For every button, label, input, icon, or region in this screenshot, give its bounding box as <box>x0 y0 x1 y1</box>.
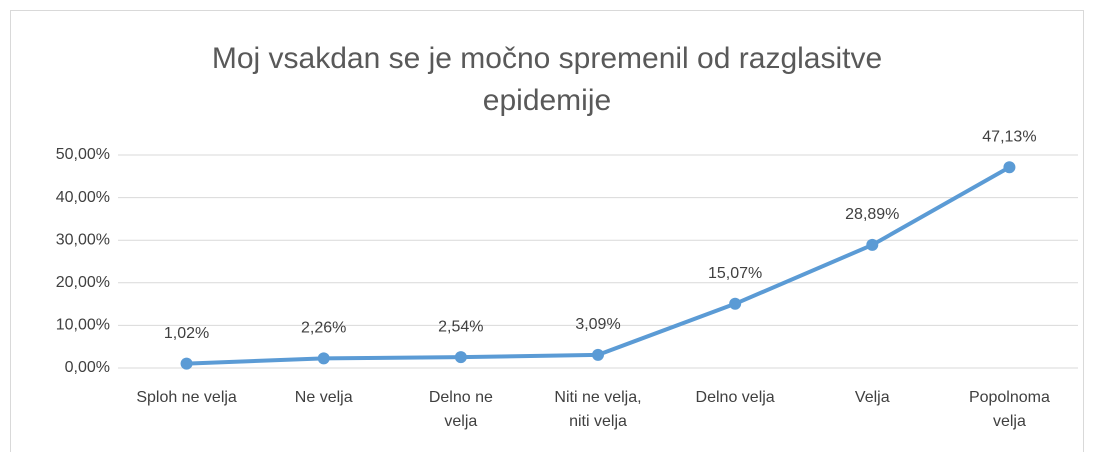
data-point <box>729 297 742 310</box>
x-tick-label: Velja <box>854 389 890 406</box>
chart-border <box>10 10 1084 452</box>
data-label: 28,89% <box>845 206 899 223</box>
data-point <box>317 352 330 365</box>
y-tick-label: 40,00% <box>56 189 110 206</box>
x-tick-label: Niti ne velja, niti velja <box>554 389 642 430</box>
data-label: 2,54% <box>438 318 483 335</box>
x-tick-label: Popolnoma velja <box>968 389 1050 430</box>
y-tick-label: 0,00% <box>65 359 110 376</box>
y-tick-label: 30,00% <box>56 231 110 248</box>
data-point <box>866 238 879 251</box>
y-tick-label: 10,00% <box>56 317 110 334</box>
data-label: 1,02% <box>164 325 209 342</box>
data-point <box>592 348 604 361</box>
chart-title: Moj vsakdan se je močno spremenil od raz… <box>211 42 883 117</box>
data-label: 47,13% <box>982 128 1036 145</box>
x-tick-label: Sploh ne velja <box>136 389 237 406</box>
data-point <box>180 357 193 370</box>
data-label: 3,09% <box>575 316 620 333</box>
data-label: 15,07% <box>708 265 762 282</box>
data-point <box>1003 161 1016 174</box>
y-tick-label: 50,00% <box>56 146 110 163</box>
y-tick-label: 20,00% <box>56 274 110 291</box>
x-tick-label: Ne velja <box>294 389 353 406</box>
x-tick-label: Delno ne velja <box>428 389 493 430</box>
data-label: 2,26% <box>301 320 346 337</box>
data-point <box>454 351 467 364</box>
x-tick-label: Delno velja <box>695 389 775 406</box>
